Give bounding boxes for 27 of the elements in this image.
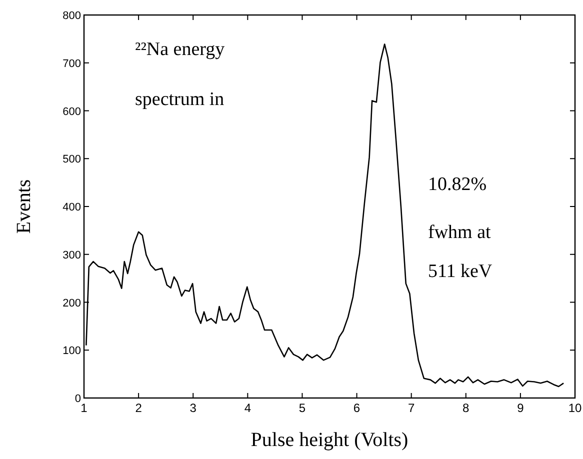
y-tick-label: 800	[62, 10, 81, 22]
x-tick-label: 6	[353, 401, 360, 415]
x-tick-label: 10	[568, 401, 582, 415]
annotation: 10.82%	[428, 174, 487, 195]
y-axis-title: Events	[13, 179, 35, 234]
annotation: fwhm at	[428, 222, 492, 243]
y-tick-label: 200	[62, 297, 81, 310]
x-tick-label: 7	[408, 401, 415, 415]
annotation: spectrum in	[135, 89, 225, 110]
y-tick-label: 300	[62, 249, 81, 262]
y-tick-label: 100	[62, 345, 81, 358]
y-tick-label: 400	[62, 202, 81, 214]
x-tick-label: 2	[135, 401, 142, 415]
x-tick-label: 4	[244, 401, 252, 415]
x-tick-label: 8	[462, 401, 470, 415]
x-tick-label: 5	[298, 401, 306, 415]
y-tick-label: 600	[62, 106, 81, 118]
y-tick-label: 0	[74, 393, 81, 405]
x-axis-title: Pulse height (Volts)	[250, 429, 408, 451]
line-series	[86, 44, 564, 388]
annotation: 511 keV	[428, 261, 492, 282]
y-tick-label: 700	[62, 58, 81, 70]
annotation: ²²Na energy	[135, 39, 226, 60]
y-tick-label: 500	[62, 154, 81, 166]
x-tick-label: 9	[517, 401, 524, 415]
x-tick-label: 3	[190, 401, 197, 415]
x-tick-label: 1	[80, 401, 88, 415]
